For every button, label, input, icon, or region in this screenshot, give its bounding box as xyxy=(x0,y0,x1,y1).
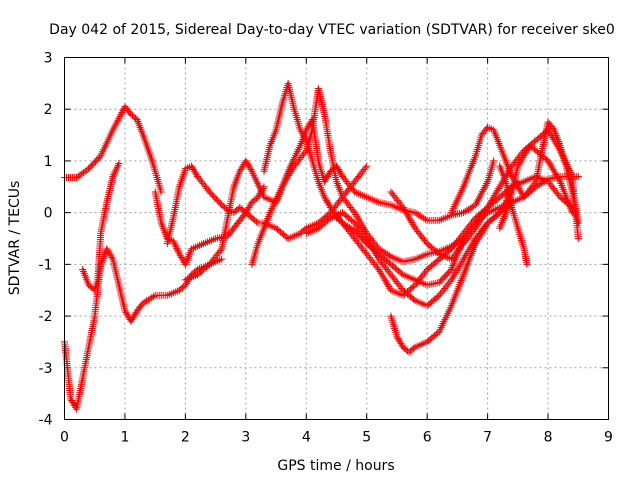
data-point xyxy=(373,264,381,272)
y-tick-label: -1 xyxy=(39,257,53,273)
data-point xyxy=(349,218,357,226)
x-tick-label: 7 xyxy=(483,430,492,446)
plot-frame xyxy=(64,57,609,420)
y-tick-label: 3 xyxy=(44,51,53,67)
data-point xyxy=(574,172,582,180)
data-point xyxy=(508,198,516,206)
y-tick-label: 0 xyxy=(44,206,53,222)
data-series xyxy=(302,198,516,310)
data-point xyxy=(422,238,430,246)
data-point xyxy=(555,176,563,184)
data-series xyxy=(248,85,522,268)
data-point xyxy=(422,267,430,275)
data-point xyxy=(506,200,514,208)
data-point xyxy=(149,292,157,300)
y-axis-label: SDTVAR / TECUs xyxy=(7,181,23,296)
y-tick-label: 2 xyxy=(44,102,53,118)
data-point xyxy=(421,215,429,223)
x-tick-label: 9 xyxy=(604,430,613,446)
data-point xyxy=(495,185,503,193)
data-point xyxy=(434,249,442,257)
x-tick-label: 8 xyxy=(544,430,553,446)
data-point xyxy=(325,215,333,223)
x-axis-label: GPS time / hours xyxy=(277,458,394,474)
data-point xyxy=(398,202,406,210)
data-point xyxy=(363,162,371,170)
x-tick-label: 5 xyxy=(362,430,371,446)
x-tick-label: 1 xyxy=(120,430,129,446)
data-point xyxy=(301,148,309,156)
data-point xyxy=(115,160,123,168)
data-point xyxy=(349,207,357,215)
data-point xyxy=(434,293,442,301)
x-tick-label: 2 xyxy=(181,430,190,446)
y-tick-label: -3 xyxy=(39,361,53,377)
data-point xyxy=(410,282,418,290)
chart-title: Day 042 of 2015, Sidereal Day-to-day VTE… xyxy=(49,22,615,38)
data-series xyxy=(163,162,371,248)
data-point xyxy=(523,260,531,268)
data-point xyxy=(574,219,582,227)
x-tick-label: 3 xyxy=(241,430,250,446)
x-tick-label: 6 xyxy=(423,430,432,446)
data-point xyxy=(385,251,393,259)
data-point xyxy=(108,253,116,261)
data-series xyxy=(61,103,165,196)
data-point xyxy=(204,262,212,270)
data-point xyxy=(555,191,563,199)
data-series xyxy=(79,160,123,294)
data-point xyxy=(157,188,165,196)
y-tick-label: 1 xyxy=(44,154,53,170)
data-point xyxy=(397,269,405,277)
data-point xyxy=(247,166,255,174)
data-point xyxy=(398,284,406,292)
data-series xyxy=(151,183,268,268)
data-series xyxy=(387,126,582,263)
grid xyxy=(64,57,609,420)
data-point xyxy=(574,235,582,242)
data-point xyxy=(490,157,498,165)
data-point xyxy=(482,221,490,229)
data-series xyxy=(260,79,492,299)
data-series xyxy=(496,141,576,232)
data-point xyxy=(301,225,309,233)
y-tick-label: -4 xyxy=(39,413,53,429)
data-series xyxy=(333,172,582,289)
data-point xyxy=(531,179,539,187)
x-tick-label: 0 xyxy=(60,430,69,446)
data-point xyxy=(410,295,418,303)
x-tick-label: 4 xyxy=(302,430,311,446)
data-point xyxy=(470,226,478,234)
data-point xyxy=(446,278,454,286)
data-point xyxy=(252,218,260,226)
data-point xyxy=(361,164,369,172)
data-point xyxy=(410,344,418,352)
data-point xyxy=(216,247,224,255)
y-tick-label: -2 xyxy=(39,309,53,325)
data-point xyxy=(218,255,226,263)
data-points xyxy=(61,79,582,413)
data-point xyxy=(568,209,576,217)
data-point xyxy=(361,233,369,241)
